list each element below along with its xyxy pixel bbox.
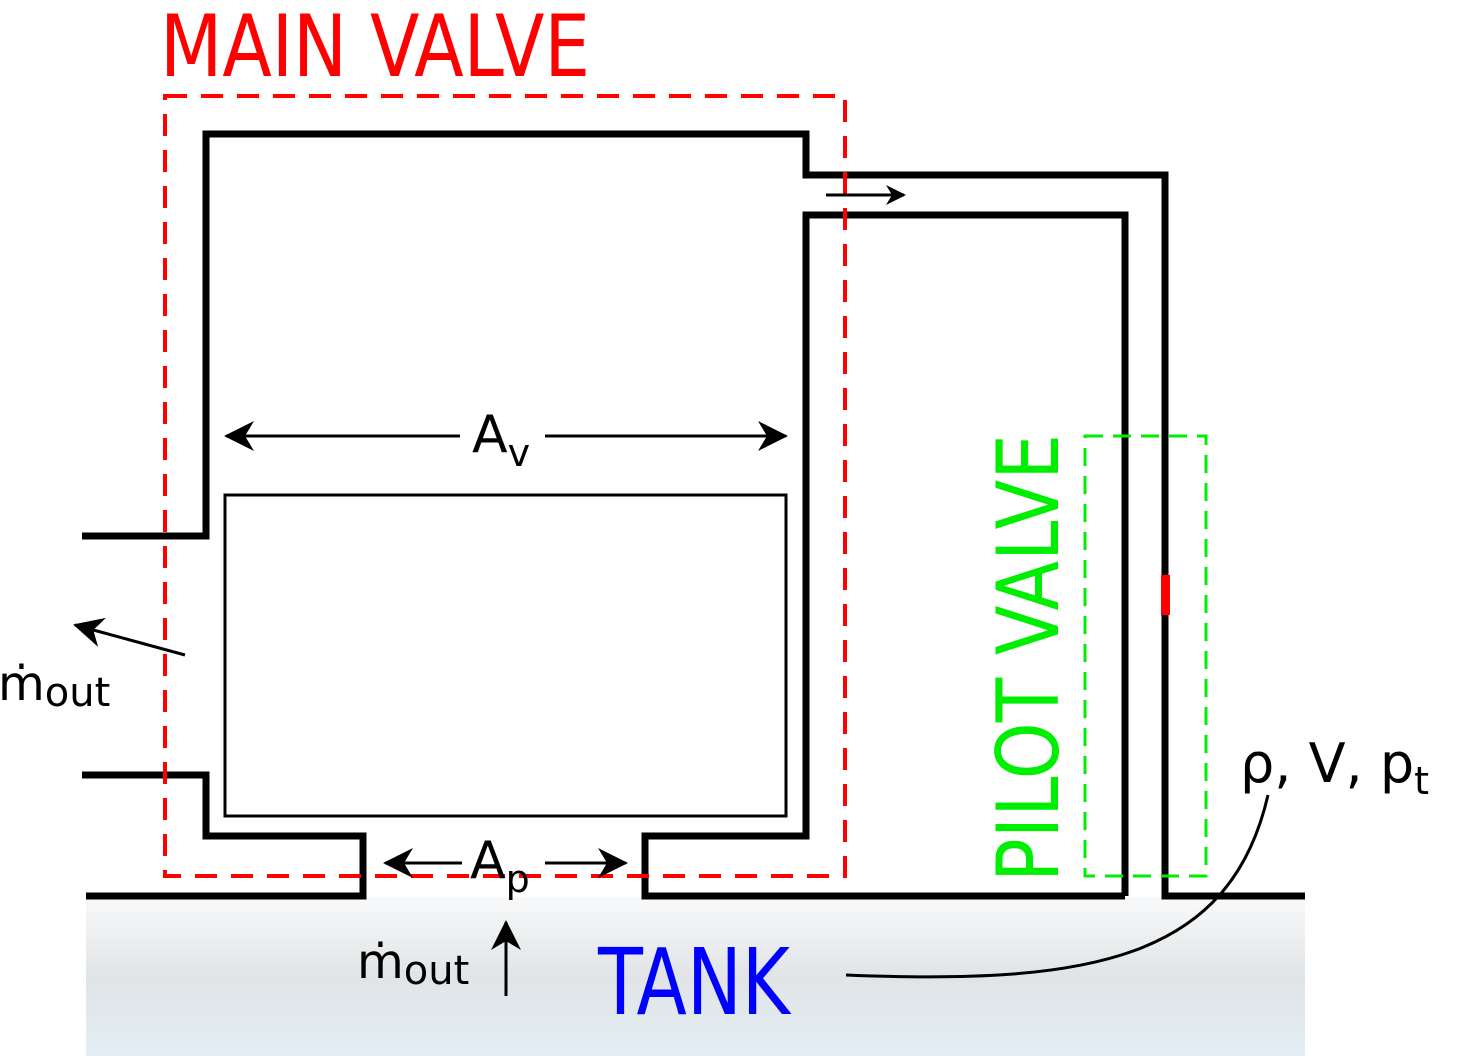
mass-flow-side-label: ṁout — [0, 656, 110, 716]
tank-state-label: ρ, V, pt — [1240, 732, 1429, 803]
mass-flow-bottom-label: ṁout — [357, 934, 469, 994]
tank-state-leader — [845, 794, 1270, 979]
main-valve-boundary — [163, 94, 847, 878]
pilot-restriction-marker — [1161, 575, 1170, 615]
mass-flow-side-arrow — [73, 617, 186, 657]
valve-piston — [223, 493, 788, 818]
pilot-valve-boundary — [1083, 434, 1208, 878]
area-port-label: Ap — [470, 831, 530, 901]
pilot-valve-label: PILOT VALVE — [979, 434, 1079, 882]
area-valve-label: Av — [472, 405, 530, 475]
tank-label: TANK — [597, 929, 792, 1036]
main-valve-label: MAIN VALVE — [160, 0, 590, 97]
main-valve-housing — [82, 130, 1305, 900]
tank-fluid — [86, 897, 1305, 1056]
